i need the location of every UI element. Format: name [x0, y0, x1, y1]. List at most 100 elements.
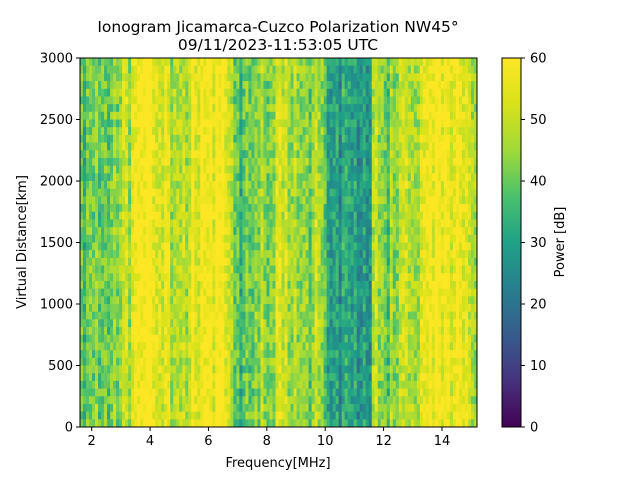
heatmap-cell	[128, 81, 132, 90]
heatmap-cell	[275, 411, 279, 420]
heatmap-cell	[365, 319, 370, 328]
heatmap-cell	[80, 250, 84, 259]
heatmap-cell	[377, 288, 382, 297]
heatmap-cell	[218, 142, 222, 151]
heatmap-cell	[155, 327, 159, 336]
heatmap-cell	[236, 257, 240, 266]
heatmap-cell	[134, 273, 138, 282]
heatmap-cell	[326, 157, 331, 167]
heatmap-cell	[299, 234, 303, 243]
heatmap-cell	[104, 142, 108, 151]
heatmap-cell	[89, 134, 93, 143]
heatmap-cell	[332, 319, 337, 328]
heatmap-cell	[104, 403, 108, 413]
heatmap-cell	[131, 265, 135, 274]
heatmap-cell	[377, 173, 382, 182]
heatmap-cell	[299, 142, 303, 151]
heatmap-cell	[206, 196, 210, 205]
heatmap-cell	[233, 165, 237, 174]
heatmap-cell	[221, 188, 225, 197]
heatmap-cell	[113, 380, 117, 389]
heatmap-cell	[305, 188, 309, 197]
heatmap-cell	[374, 219, 379, 228]
heatmap-cell	[206, 211, 210, 220]
heatmap-cell	[272, 419, 276, 428]
heatmap-cell	[152, 288, 156, 297]
heatmap-cell	[158, 81, 162, 90]
heatmap-cell	[167, 257, 171, 266]
heatmap-cell	[341, 388, 346, 397]
heatmap-cell	[374, 311, 379, 320]
heatmap-cell	[263, 127, 267, 136]
heatmap-cell	[86, 88, 90, 97]
heatmap-cell	[89, 188, 93, 197]
heatmap-cell	[173, 181, 177, 190]
heatmap-cell	[107, 350, 111, 359]
heatmap-cell	[260, 104, 264, 113]
heatmap-cell	[170, 334, 174, 343]
heatmap-cell	[113, 65, 117, 74]
heatmap-cell	[353, 204, 358, 213]
heatmap-cell	[287, 373, 291, 382]
heatmap-cell	[257, 127, 261, 136]
heatmap-cell	[227, 273, 231, 282]
heatmap-cell	[104, 311, 108, 320]
heatmap-cell	[179, 234, 183, 243]
heatmap-cell	[221, 234, 225, 243]
heatmap-cell	[374, 403, 379, 413]
heatmap-cell	[158, 196, 162, 205]
heatmap-cell	[80, 388, 84, 397]
heatmap-cell	[86, 419, 90, 428]
heatmap-cell	[296, 104, 300, 113]
heatmap-cell	[275, 181, 279, 190]
heatmap-cell	[218, 134, 222, 143]
heatmap-cell	[179, 111, 183, 120]
heatmap-cell	[173, 88, 177, 97]
heatmap-cell	[299, 265, 303, 274]
heatmap-cell	[140, 388, 144, 397]
heatmap-cell	[212, 388, 216, 397]
heatmap-cell	[344, 134, 349, 143]
heatmap-cell	[386, 58, 391, 67]
heatmap-cell	[332, 250, 337, 259]
heatmap-cell	[113, 357, 117, 366]
heatmap-cell	[254, 411, 258, 420]
heatmap-cell	[383, 127, 388, 136]
heatmap-cell	[242, 373, 246, 382]
heatmap-cell	[314, 65, 318, 74]
heatmap-cell	[314, 280, 318, 290]
heatmap-cell	[323, 280, 328, 290]
heatmap-cell	[362, 288, 367, 297]
heatmap-cell	[305, 211, 309, 220]
heatmap-cell	[224, 165, 228, 174]
heatmap-cell	[341, 288, 346, 297]
heatmap-cell	[233, 288, 237, 297]
heatmap-cell	[197, 73, 201, 82]
heatmap-cell	[254, 419, 258, 428]
heatmap-cell	[191, 257, 195, 266]
heatmap-cell	[131, 88, 135, 97]
heatmap-cell	[221, 304, 225, 313]
heatmap-cell	[287, 119, 291, 128]
heatmap-cell	[176, 342, 180, 351]
heatmap-cell	[224, 304, 228, 313]
heatmap-cell	[248, 88, 252, 97]
heatmap-cell	[191, 165, 195, 174]
heatmap-cell	[347, 242, 352, 251]
heatmap-cell	[122, 181, 126, 190]
heatmap-cell	[80, 373, 84, 382]
heatmap-cell	[272, 334, 276, 343]
heatmap-cell	[251, 188, 255, 197]
heatmap-cell	[110, 157, 114, 167]
heatmap-cell	[275, 304, 279, 313]
heatmap-cell	[344, 119, 349, 128]
heatmap-cell	[191, 280, 195, 290]
heatmap-cell	[95, 119, 99, 128]
heatmap-cell	[245, 111, 249, 120]
heatmap-cell	[95, 373, 99, 382]
heatmap-cell	[383, 242, 388, 251]
heatmap-cell	[242, 280, 246, 290]
heatmap-cell	[368, 96, 373, 105]
heatmap-cell	[101, 157, 105, 167]
heatmap-cell	[227, 196, 231, 205]
